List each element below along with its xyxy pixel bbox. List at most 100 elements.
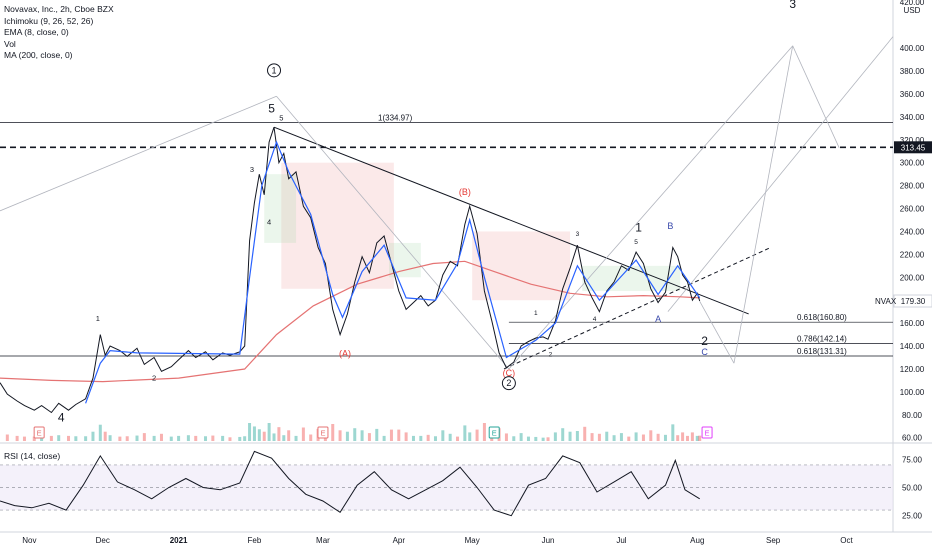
wave-label-22: 3 bbox=[789, 0, 796, 11]
legend-ema[interactable]: EMA (8, close, 0) bbox=[4, 27, 69, 37]
y-tick-label: 120.00 bbox=[900, 365, 925, 374]
volume-bar bbox=[5, 434, 9, 441]
volume-bar bbox=[463, 425, 467, 441]
volume-bar bbox=[91, 431, 95, 441]
earnings-marker-2 bbox=[488, 426, 500, 439]
legend-ichimoku[interactable]: Ichimoku (9, 26, 52, 26) bbox=[4, 15, 94, 26]
legend: Novavax, Inc., 2h, Cboe BZX Ichimoku (9,… bbox=[4, 4, 114, 62]
level-label-0: 1(334.97) bbox=[378, 114, 413, 123]
y-tick-label: 300.00 bbox=[900, 159, 925, 168]
volume-bar bbox=[698, 435, 702, 441]
earnings-label-0: E bbox=[37, 429, 42, 438]
volume-bar bbox=[561, 428, 565, 441]
trendline-3 bbox=[276, 95, 510, 370]
volume-bar bbox=[504, 433, 508, 441]
currency-label: USD bbox=[904, 6, 921, 15]
volume-bar bbox=[238, 436, 242, 441]
volume-bar bbox=[590, 433, 594, 441]
wave-label-15: 4 bbox=[593, 316, 597, 323]
y-tick-label: 220.00 bbox=[900, 250, 925, 259]
wave-label-1: 2 bbox=[152, 373, 156, 382]
volume-bar bbox=[583, 426, 587, 441]
earnings-label-2: E bbox=[492, 429, 497, 438]
wave-label-5: 5 bbox=[268, 101, 275, 115]
volume-bar bbox=[252, 426, 256, 441]
volume-bar bbox=[426, 434, 430, 441]
trendline-8 bbox=[733, 45, 794, 364]
x-tick-label: Oct bbox=[840, 536, 853, 545]
last-price-badge bbox=[893, 294, 932, 308]
volume-bar bbox=[211, 435, 215, 441]
volume-bar bbox=[546, 437, 550, 441]
wave-label-11: 2 bbox=[506, 378, 511, 388]
wave-label-6: 5 bbox=[279, 113, 283, 122]
rsi-line bbox=[0, 450, 700, 517]
earnings-marker-0 bbox=[33, 426, 45, 439]
wave-label-7: 1 bbox=[272, 65, 277, 75]
wave-label-12: 1 bbox=[534, 310, 538, 317]
volume-bar bbox=[331, 424, 335, 441]
volume-bar bbox=[671, 424, 675, 441]
x-tick-label: Jun bbox=[542, 536, 555, 545]
volume-bar bbox=[397, 429, 401, 441]
wave-label-21: C bbox=[701, 347, 708, 357]
trendline-7 bbox=[699, 301, 735, 364]
wave-label-2: 4 bbox=[58, 411, 65, 425]
volume-bar bbox=[84, 436, 88, 441]
volume-bar bbox=[512, 436, 516, 441]
x-tick-label: Mar bbox=[316, 536, 330, 545]
y-tick-label: 280.00 bbox=[900, 182, 925, 191]
y-tick-label: 80.00 bbox=[902, 411, 923, 420]
rsi-tick-label: 75.00 bbox=[902, 455, 923, 464]
volume-bar bbox=[619, 433, 623, 441]
legend-vol[interactable]: Vol bbox=[4, 38, 16, 49]
y-tick-label: 360.00 bbox=[900, 90, 925, 99]
last-price-symbol: NVAX bbox=[875, 297, 897, 306]
wave-label-3: 3 bbox=[250, 165, 254, 174]
volume-bar bbox=[309, 434, 313, 441]
y-tick-label: 320.00 bbox=[900, 136, 925, 145]
x-tick-label: Jul bbox=[616, 536, 626, 545]
volume-bar bbox=[301, 427, 305, 441]
last-price-value: 179.30 bbox=[901, 297, 926, 306]
volume-bar bbox=[228, 437, 232, 441]
volume-bar bbox=[526, 436, 530, 441]
legend-ma200[interactable]: MA (200, close, 0) bbox=[4, 50, 73, 60]
wave-label-16: 5 bbox=[634, 239, 638, 246]
volume-bar bbox=[456, 436, 460, 441]
volume-bar bbox=[142, 433, 146, 441]
volume-bar bbox=[389, 429, 393, 441]
volume-bar bbox=[267, 423, 271, 441]
volume-bar bbox=[534, 436, 538, 441]
volume-bar bbox=[194, 435, 198, 441]
wave-label-0: 1 bbox=[96, 314, 100, 323]
volume-bar bbox=[338, 430, 342, 441]
volume-bar bbox=[353, 428, 357, 441]
volume-bar bbox=[103, 431, 107, 441]
x-tick-label: Dec bbox=[96, 536, 110, 545]
earnings-label-1: E bbox=[320, 429, 325, 438]
level-badge bbox=[894, 141, 932, 154]
volume-bar bbox=[441, 430, 445, 441]
y-tick-label: 260.00 bbox=[900, 205, 925, 214]
volume-bar bbox=[32, 436, 36, 441]
volume-bar bbox=[248, 423, 252, 441]
wave-circle-7 bbox=[267, 63, 282, 78]
volume-bar bbox=[656, 433, 660, 441]
trendline-6 bbox=[667, 36, 894, 312]
earnings-marker-1 bbox=[317, 426, 329, 439]
legend-symbol[interactable]: Novavax, Inc., 2h, Cboe BZX bbox=[4, 4, 114, 14]
volume-bar bbox=[681, 432, 685, 441]
volume-bar bbox=[15, 435, 19, 441]
volume-bar bbox=[159, 433, 163, 441]
volume-bar bbox=[382, 435, 386, 441]
wave-label-20: 2 bbox=[701, 334, 708, 348]
rsi-legend[interactable]: RSI (14, close) bbox=[4, 451, 61, 461]
volume-bar bbox=[433, 436, 437, 441]
wave-label-4: 4 bbox=[267, 218, 271, 227]
volume-bar bbox=[135, 435, 139, 441]
y-tick-label: 200.00 bbox=[900, 273, 925, 282]
volume-bar bbox=[676, 435, 680, 441]
